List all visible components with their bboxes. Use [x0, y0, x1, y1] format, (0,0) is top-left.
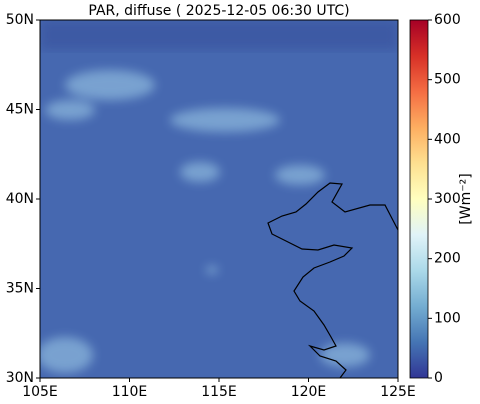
- colorbar-tick-label: 600: [434, 12, 461, 28]
- chart-title: PAR, diffuse ( 2025-12-05 06:30 UTC): [88, 3, 349, 19]
- x-tick-label: 110E: [112, 384, 148, 400]
- map-field: [40, 20, 398, 378]
- colorbar-tick-label: 0: [434, 370, 443, 386]
- y-tick-label: 30N: [6, 370, 34, 386]
- y-tick-label: 35N: [6, 281, 34, 297]
- y-tick-label: 45N: [6, 102, 34, 118]
- colorbar-tick-label: 500: [434, 72, 461, 88]
- x-tick-label: 120E: [291, 384, 327, 400]
- x-tick-label: 105E: [22, 384, 58, 400]
- x-tick-label: 125E: [380, 384, 416, 400]
- colorbar-tick-label: 100: [434, 310, 461, 326]
- colorbar-tick-label: 300: [434, 191, 461, 207]
- y-tick-label: 40N: [6, 191, 34, 207]
- y-tick-label: 50N: [6, 12, 34, 28]
- x-tick-label: 115E: [201, 384, 237, 400]
- colorbar-tick-label: 400: [434, 131, 461, 147]
- colorbar-label: [Wm⁻²]: [458, 173, 474, 224]
- colorbar-tick-label: 200: [434, 251, 461, 267]
- colorbar: [409, 19, 429, 379]
